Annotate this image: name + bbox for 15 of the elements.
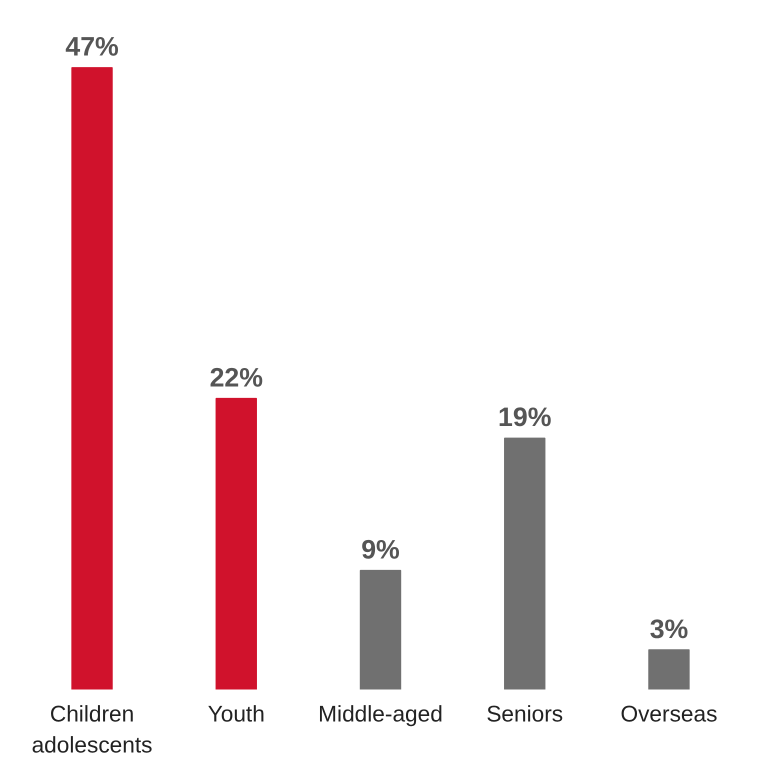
- data-label: 3%: [650, 614, 688, 644]
- x-tick-label: Children adolescents: [32, 700, 153, 758]
- x-tick-label: Middle-aged: [318, 700, 443, 726]
- bar: [360, 570, 402, 690]
- data-label: 19%: [498, 402, 552, 432]
- data-label: 47%: [65, 32, 119, 62]
- bar: [71, 67, 113, 690]
- bar: [504, 438, 546, 690]
- data-label: 9%: [361, 534, 400, 564]
- x-tick-label: Seniors: [486, 700, 564, 726]
- bar: [648, 649, 690, 690]
- x-tick-label: Overseas: [620, 700, 718, 726]
- x-tick-label: Youth: [208, 700, 265, 726]
- bar: [216, 398, 257, 690]
- data-label: 22%: [210, 362, 263, 392]
